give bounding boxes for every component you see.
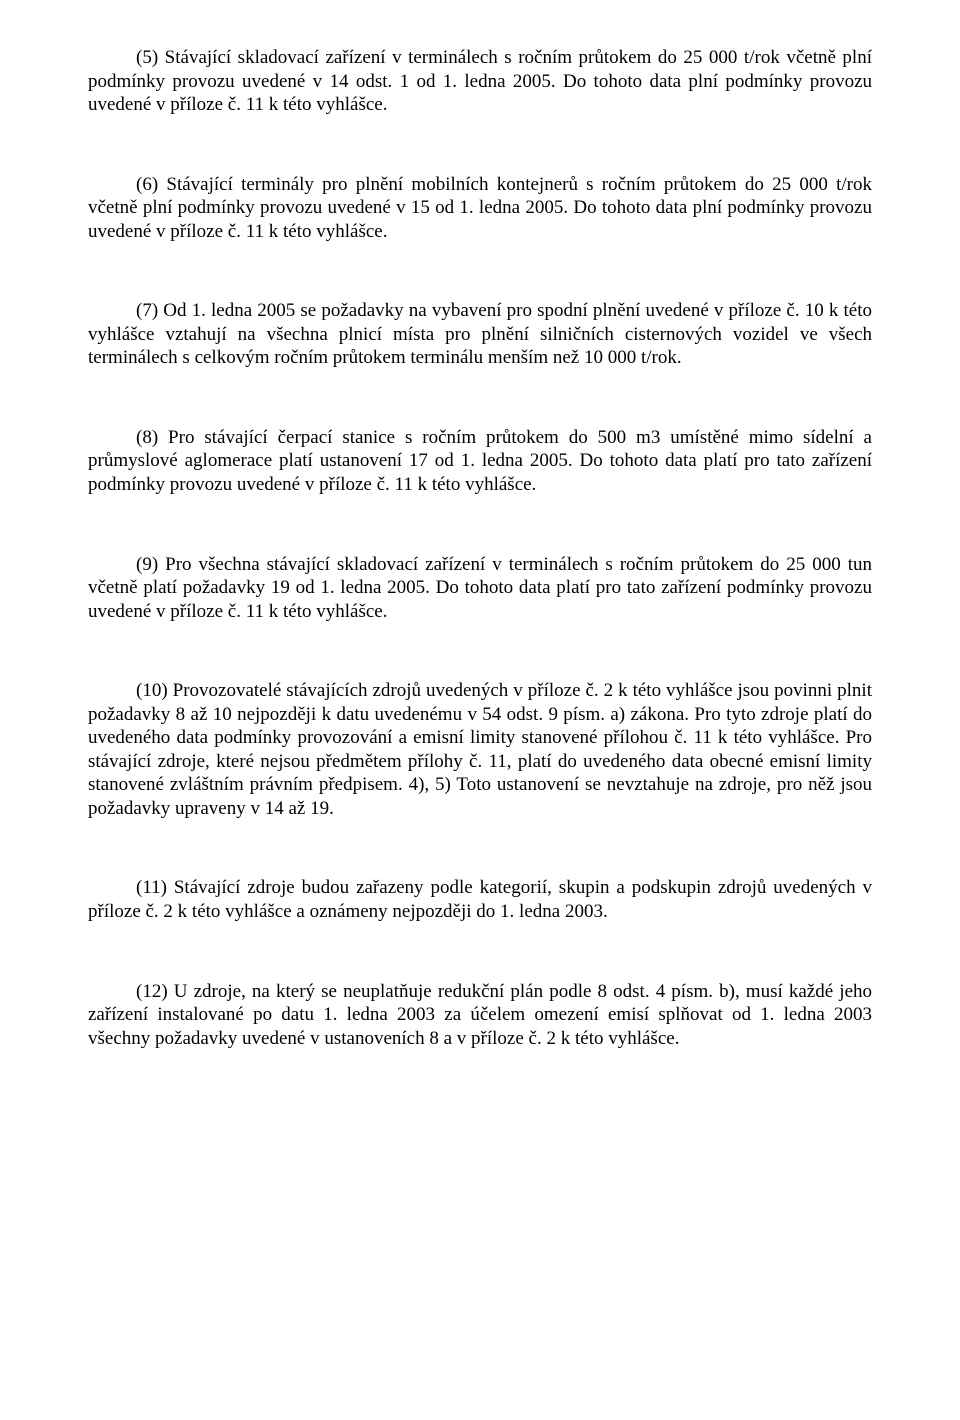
paragraph-9: (9) Pro všechna stávající skladovací zař… (88, 553, 872, 624)
paragraph-11: (11) Stávající zdroje budou zařazeny pod… (88, 876, 872, 923)
paragraph-6: (6) Stávající terminály pro plnění mobil… (88, 173, 872, 244)
paragraph-8: (8) Pro stávající čerpací stanice s ročn… (88, 426, 872, 497)
paragraph-12: (12) U zdroje, na který se neuplatňuje r… (88, 980, 872, 1051)
paragraph-10: (10) Provozovatelé stávajících zdrojů uv… (88, 679, 872, 820)
paragraph-7: (7) Od 1. ledna 2005 se požadavky na vyb… (88, 299, 872, 370)
paragraph-5: (5) Stávající skladovací zařízení v term… (88, 46, 872, 117)
